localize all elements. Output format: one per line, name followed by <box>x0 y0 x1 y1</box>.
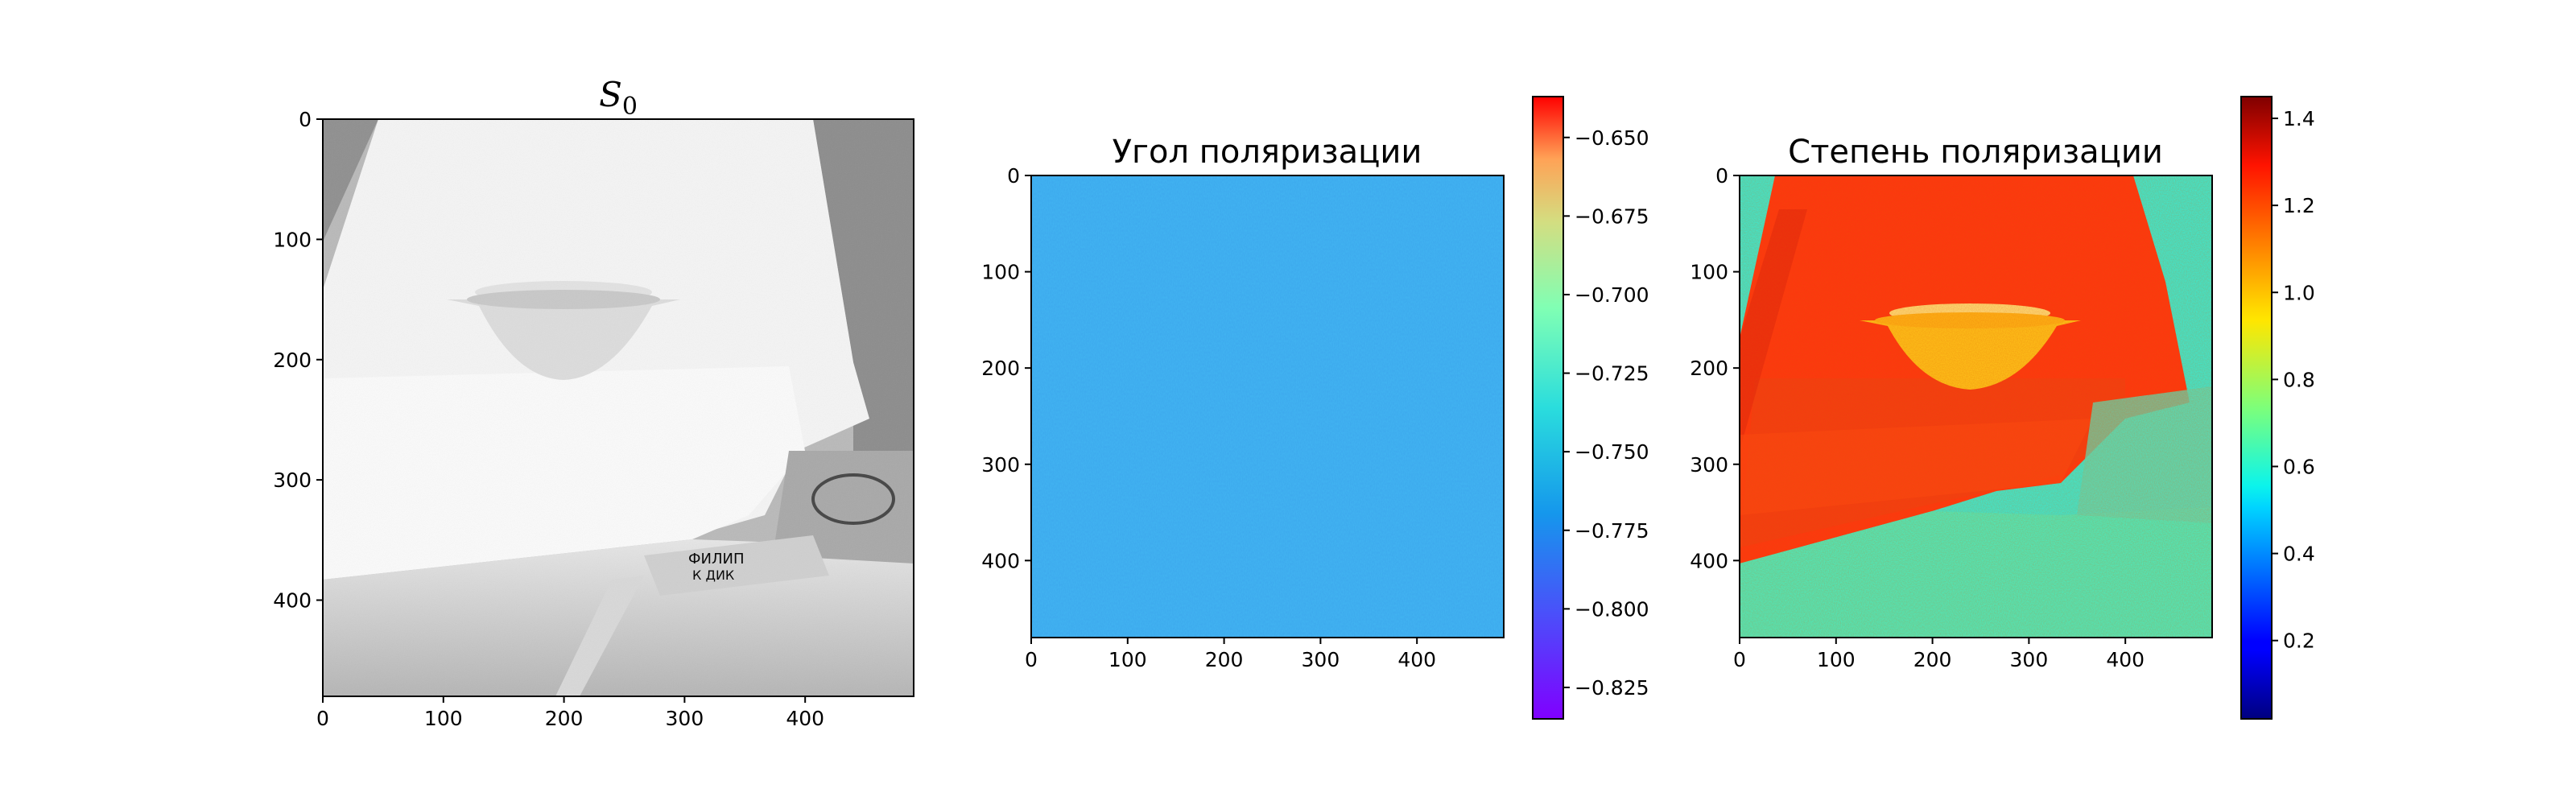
s0-image-panel: ФИЛИП К ДИК 0 100 200 300 400 0 100 200 300 400 S… <box>273 75 914 730</box>
degree-colorbar-tick-label: 0.2 <box>2283 630 2315 653</box>
degree-xtick-label: 200 <box>1913 648 1952 671</box>
degree-panel: 0 100 200 300 400 0 100 200 300 400 Степень поляр… <box>1690 96 2315 720</box>
degree-colorbar-tick-label: 1.0 <box>2283 281 2315 304</box>
s0-xtick-label: 400 <box>786 707 824 730</box>
s0-ytick-label: 100 <box>273 228 312 251</box>
s0-ytick-label: 300 <box>273 469 312 492</box>
angle-colorbar-tick-label: −0.775 <box>1575 519 1649 543</box>
angle-colorbar-tick-label: −0.725 <box>1575 362 1649 386</box>
angle-colorbar-tick-label: −0.825 <box>1575 676 1649 700</box>
angle-panel: 0 100 200 300 400 0 100 200 300 400 Угол поляриза… <box>981 96 1649 720</box>
angle-image <box>1031 175 1504 638</box>
s0-xtick-label: 100 <box>424 707 463 730</box>
angle-colorbar <box>1532 96 1564 720</box>
angle-xtick-label: 200 <box>1205 648 1244 671</box>
degree-colorbar-tick-label: 0.8 <box>2283 368 2315 391</box>
angle-colorbar-tick-label: −0.750 <box>1575 440 1649 464</box>
degree-ytick-label: 300 <box>1690 453 1728 477</box>
s0-ytick-label: 200 <box>273 349 312 372</box>
degree-title: Степень поляризации <box>1788 134 2163 171</box>
angle-ytick-label: 400 <box>981 549 1020 572</box>
s0-title: S0 <box>599 75 638 121</box>
degree-axes: 0 100 200 300 400 0 100 200 300 400 <box>1690 164 2145 671</box>
degree-xtick-label: 400 <box>2106 648 2145 671</box>
degree-xtick-label: 0 <box>1733 648 1746 671</box>
angle-ytick-label: 200 <box>981 357 1020 380</box>
degree-colorbar-tick-label: 1.4 <box>2283 107 2315 130</box>
angle-xtick-label: 100 <box>1108 648 1147 671</box>
s0-axes: 0 100 200 300 400 0 100 200 300 400 <box>273 108 824 730</box>
degree-ytick-label: 400 <box>1690 549 1728 572</box>
s0-ytick-label: 0 <box>299 108 312 131</box>
angle-colorbar-tick-label: −0.650 <box>1575 126 1649 150</box>
s0-image: ФИЛИП К ДИК <box>323 119 914 696</box>
angle-title: Угол поляризации <box>1113 134 1422 171</box>
degree-colorbar-tick-label: 0.6 <box>2283 455 2315 478</box>
angle-xtick-label: 300 <box>1302 648 1340 671</box>
angle-colorbar-tick-label: −0.675 <box>1575 204 1649 228</box>
angle-axes: 0 100 200 300 400 0 100 200 300 400 <box>981 164 1436 671</box>
angle-ytick-label: 100 <box>981 261 1020 284</box>
degree-ytick-label: 100 <box>1690 261 1728 284</box>
angle-colorbar-ticks: −0.650 −0.675 −0.700 −0.725 −0.750 −0.775 −0.8… <box>1563 126 1649 700</box>
angle-ytick-label: 0 <box>1007 164 1020 188</box>
degree-xtick-label: 300 <box>2010 648 2049 671</box>
s0-xtick-label: 200 <box>545 707 584 730</box>
degree-ytick-label: 0 <box>1715 164 1728 188</box>
angle-xtick-label: 400 <box>1397 648 1436 671</box>
degree-colorbar-ticks: 0.2 0.4 0.6 0.8 1.0 1.2 1.4 <box>2272 107 2315 653</box>
angle-colorbar-tick-label: −0.700 <box>1575 283 1649 307</box>
degree-xtick-label: 100 <box>1817 648 1856 671</box>
s0-xtick-label: 300 <box>666 707 704 730</box>
degree-colorbar <box>2240 96 2273 720</box>
angle-colorbar-tick-label: −0.800 <box>1575 597 1649 621</box>
angle-xtick-label: 0 <box>1025 648 1038 671</box>
degree-colorbar-tick-label: 1.2 <box>2283 194 2315 217</box>
degree-colorbar-tick-label: 0.4 <box>2283 543 2315 566</box>
degree-image <box>1740 175 2212 638</box>
degree-ytick-label: 200 <box>1690 357 1728 380</box>
s0-xtick-label: 0 <box>316 707 329 730</box>
angle-ytick-label: 300 <box>981 453 1020 477</box>
s0-ytick-label: 400 <box>273 589 312 613</box>
